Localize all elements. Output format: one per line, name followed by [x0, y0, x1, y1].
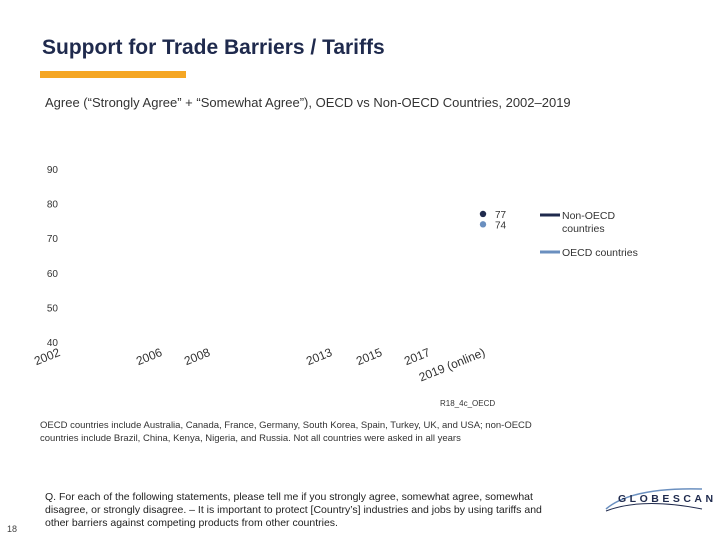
y-tick-label: 60	[47, 269, 59, 280]
legend-label: Non-OECD countries	[562, 210, 616, 235]
footnote: OECD countries include Australia, Canada…	[40, 420, 532, 444]
y-tick-label: 90	[47, 165, 59, 176]
legend-label: OECD countries	[562, 247, 638, 259]
x-tick-label: 2006	[134, 345, 164, 368]
logo-wordmark: GLOBESCAN	[618, 493, 717, 505]
x-tick-label: 2002	[32, 345, 62, 368]
chart-subtitle: Agree (“Strongly Agree” + “Somewhat Agre…	[45, 95, 571, 110]
y-tick-label: 80	[47, 200, 59, 211]
title-accent-bar	[40, 71, 186, 78]
legend-label-line: OECD countries	[562, 247, 638, 259]
data-label: 74	[495, 220, 507, 231]
survey-question: Q. For each of the following statements,…	[45, 491, 542, 529]
chart-id: R18_4c_OECD	[440, 399, 496, 408]
page-number: 18	[7, 524, 18, 534]
data-label: 77	[495, 210, 507, 221]
y-tick-label: 40	[47, 338, 59, 349]
x-tick-label: 2013	[304, 345, 334, 368]
legend-label-line: Non-OECD	[562, 210, 616, 222]
x-tick-label: 2015	[354, 345, 384, 368]
x-tick-label: 2008	[182, 345, 212, 368]
y-tick-label: 50	[47, 303, 59, 314]
legend-label-line: countries	[562, 223, 605, 235]
globescan-logo: GLOBESCAN	[602, 487, 713, 513]
y-tick-label: 70	[47, 234, 59, 245]
logo-arc-icon	[605, 488, 703, 512]
data-point	[479, 210, 487, 218]
data-point	[479, 221, 487, 228]
x-tick-label: 2017	[402, 345, 432, 368]
page-title: Support for Trade Barriers / Tariffs	[42, 36, 385, 59]
